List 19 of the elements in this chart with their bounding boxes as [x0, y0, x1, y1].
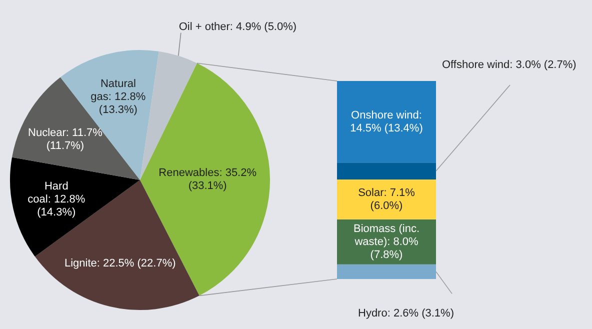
text: Solar: 7.1% — [358, 186, 415, 199]
slice-label: Renewables: 35.2% (33.1%) — [158, 166, 257, 192]
text: (6.0%) — [370, 200, 403, 212]
text: (7.8%) — [370, 248, 403, 261]
text: Biomass (inc. waste): 8.0% — [353, 222, 420, 248]
slice-label: Lignite: 22.5% (22.7%) — [64, 257, 176, 270]
slice-label: Hard coal: 12.8% (14.3%) — [28, 180, 86, 218]
data-label: 14.5% (13.4%) — [350, 122, 423, 134]
slice-label: Oil + other: 4.9% (5.0%) — [178, 20, 297, 33]
series-label: Onshore wind: — [351, 109, 422, 122]
bar — [337, 81, 436, 163]
bar — [337, 264, 436, 279]
slice-label: Natural gas: 12.8% (13.3%) — [90, 78, 146, 116]
bar — [337, 179, 436, 220]
pie-slice — [10, 157, 140, 257]
text: Offshore wind: 3.0% (2.7%) — [442, 59, 576, 71]
slice-label: Nuclear: 11.7% (11.7%) — [28, 127, 103, 152]
bar — [337, 162, 436, 180]
text: Hydro: 2.6% (3.1%) — [358, 308, 454, 320]
